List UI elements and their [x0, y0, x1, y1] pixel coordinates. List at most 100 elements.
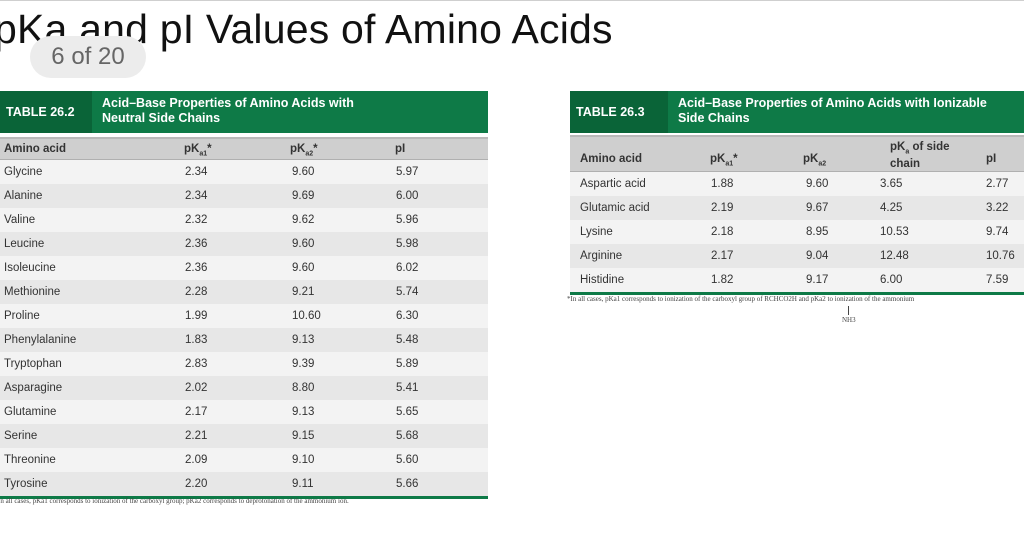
cell-value: 9.39 — [292, 358, 315, 370]
table-row: Histidine 1.82 9.17 6.00 7.59 — [570, 268, 1024, 292]
cell-value: 9.21 — [292, 286, 315, 298]
cell-amino-acid: Proline — [4, 310, 40, 322]
column-header-row: Amino acid pKa1* pKa2* pI — [0, 137, 488, 160]
cell-amino-acid: Methionine — [4, 286, 61, 298]
col-header-amino-acid: Amino acid — [580, 153, 642, 165]
table-title-line-2: Side Chains — [678, 111, 750, 125]
table-row: Aspartic acid 1.88 9.60 3.65 2.77 — [570, 172, 1024, 196]
cell-value: 2.02 — [185, 382, 208, 394]
table-row: Phenylalanine 1.83 9.13 5.48 — [0, 328, 488, 352]
table-number: TABLE 26.2 — [0, 91, 92, 133]
cell-value: 2.19 — [711, 202, 734, 214]
table-26-3-footnote: *In all cases, pKa1 corresponds to ioniz… — [567, 295, 915, 303]
cell-value: 9.04 — [806, 250, 829, 262]
cell-amino-acid: Valine — [4, 214, 36, 226]
cell-value: 9.17 — [806, 274, 829, 286]
cell-amino-acid: Leucine — [4, 238, 45, 250]
top-divider — [0, 0, 1024, 1]
cell-amino-acid: Tryptophan — [4, 358, 62, 370]
table-body: Glycine 2.34 9.60 5.97 Alanine 2.34 9.69 6.00 Va… — [0, 160, 488, 496]
cell-value: 5.41 — [396, 382, 419, 394]
slide-counter-badge: 6 of 20 — [30, 36, 146, 78]
table-row: Glycine 2.34 9.60 5.97 — [0, 160, 488, 184]
cell-amino-acid: Tyrosine — [4, 478, 48, 490]
cell-value: 2.17 — [711, 250, 734, 262]
cell-value: 2.28 — [185, 286, 208, 298]
cell-value: 2.18 — [711, 226, 734, 238]
cell-value: 12.48 — [880, 250, 909, 262]
cell-value: 10.60 — [292, 310, 321, 322]
table-row: Glutamic acid 2.19 9.67 4.25 3.22 — [570, 196, 1024, 220]
cell-amino-acid: Lysine — [580, 226, 613, 238]
table-header-bar: TABLE 26.2 Acid–Base Properties of Amino… — [0, 91, 488, 133]
cell-value: 9.13 — [292, 406, 315, 418]
cell-value: 9.67 — [806, 202, 829, 214]
cell-value: 2.36 — [185, 238, 208, 250]
cell-value: 5.96 — [396, 214, 419, 226]
table-header-bar: TABLE 26.3 Acid–Base Properties of Amino… — [570, 91, 1024, 133]
cell-value: 9.62 — [292, 214, 315, 226]
table-title: Acid–Base Properties of Amino Acids with… — [92, 91, 354, 133]
cell-value: 2.83 — [185, 358, 208, 370]
column-header-row: Amino acid pKa1* pKa2 pKa of side chain p… — [570, 135, 1024, 172]
cell-value: 4.25 — [880, 202, 903, 214]
table-row: Leucine 2.36 9.60 5.98 — [0, 232, 488, 256]
table-26-2: TABLE 26.2 Acid–Base Properties of Amino… — [0, 91, 488, 499]
cell-value: 6.00 — [880, 274, 903, 286]
cell-value: 2.77 — [986, 178, 1009, 190]
cell-value: 5.74 — [396, 286, 419, 298]
cell-value: 5.65 — [396, 406, 419, 418]
cell-amino-acid: Aspartic acid — [580, 178, 646, 190]
cell-value: 9.60 — [292, 262, 315, 274]
table-row: Valine 2.32 9.62 5.96 — [0, 208, 488, 232]
cell-value: 2.21 — [185, 430, 208, 442]
col-header-amino-acid: Amino acid — [4, 143, 66, 155]
cell-amino-acid: Asparagine — [4, 382, 63, 394]
cell-value: 5.89 — [396, 358, 419, 370]
table-row: Threonine 2.09 9.10 5.60 — [0, 448, 488, 472]
cell-value: 8.80 — [292, 382, 315, 394]
cell-value: 5.97 — [396, 166, 419, 178]
col-header-pi: pI — [395, 143, 406, 155]
table-row: Asparagine 2.02 8.80 5.41 — [0, 376, 488, 400]
cell-value: 5.60 — [396, 454, 419, 466]
col-header-pka1: pKa1* — [184, 143, 212, 158]
cell-value: 3.65 — [880, 178, 903, 190]
table-bottom-rule — [570, 292, 1024, 295]
table-row: Lysine 2.18 8.95 10.53 9.74 — [570, 220, 1024, 244]
cell-value: 1.82 — [711, 274, 734, 286]
cell-value: 10.53 — [880, 226, 909, 238]
table-row: Glutamine 2.17 9.13 5.65 — [0, 400, 488, 424]
cell-value: 9.15 — [292, 430, 315, 442]
cell-value: 2.32 — [185, 214, 208, 226]
cell-value: 9.69 — [292, 190, 315, 202]
cell-value: 1.83 — [185, 334, 208, 346]
col-header-pi: pI — [986, 153, 997, 165]
cell-value: 9.74 — [986, 226, 1009, 238]
table-row: Tryptophan 2.83 9.39 5.89 — [0, 352, 488, 376]
cell-value: 1.99 — [185, 310, 208, 322]
cell-value: 9.10 — [292, 454, 315, 466]
cell-amino-acid: Threonine — [4, 454, 56, 466]
table-title-line-1: Acid–Base Properties of Amino Acids with — [102, 96, 354, 110]
table-bottom-rule — [0, 496, 488, 499]
col-header-pka1: pKa1* — [710, 153, 738, 168]
cell-value: 6.30 — [396, 310, 419, 322]
table-body: Aspartic acid 1.88 9.60 3.65 2.77 Glutamic ac… — [570, 172, 1024, 292]
cell-value: 2.17 — [185, 406, 208, 418]
cell-amino-acid: Glutamic acid — [580, 202, 650, 214]
table-row: Serine 2.21 9.15 5.68 — [0, 424, 488, 448]
table-title-line-1: Acid–Base Properties of Amino Acids with… — [678, 96, 987, 110]
cell-amino-acid: Arginine — [580, 250, 623, 262]
table-row: Alanine 2.34 9.69 6.00 — [0, 184, 488, 208]
cell-value: 5.48 — [396, 334, 419, 346]
table-row: Arginine 2.17 9.04 12.48 10.76 — [570, 244, 1024, 268]
cell-value: 5.68 — [396, 430, 419, 442]
col-header-pka-side-chain: pKa of side chain — [890, 141, 950, 171]
cell-value: 2.34 — [185, 190, 208, 202]
cell-value: 2.09 — [185, 454, 208, 466]
cell-value: 6.02 — [396, 262, 419, 274]
cell-value: 5.98 — [396, 238, 419, 250]
cell-value: 8.95 — [806, 226, 829, 238]
cell-amino-acid: Glutamine — [4, 406, 57, 418]
